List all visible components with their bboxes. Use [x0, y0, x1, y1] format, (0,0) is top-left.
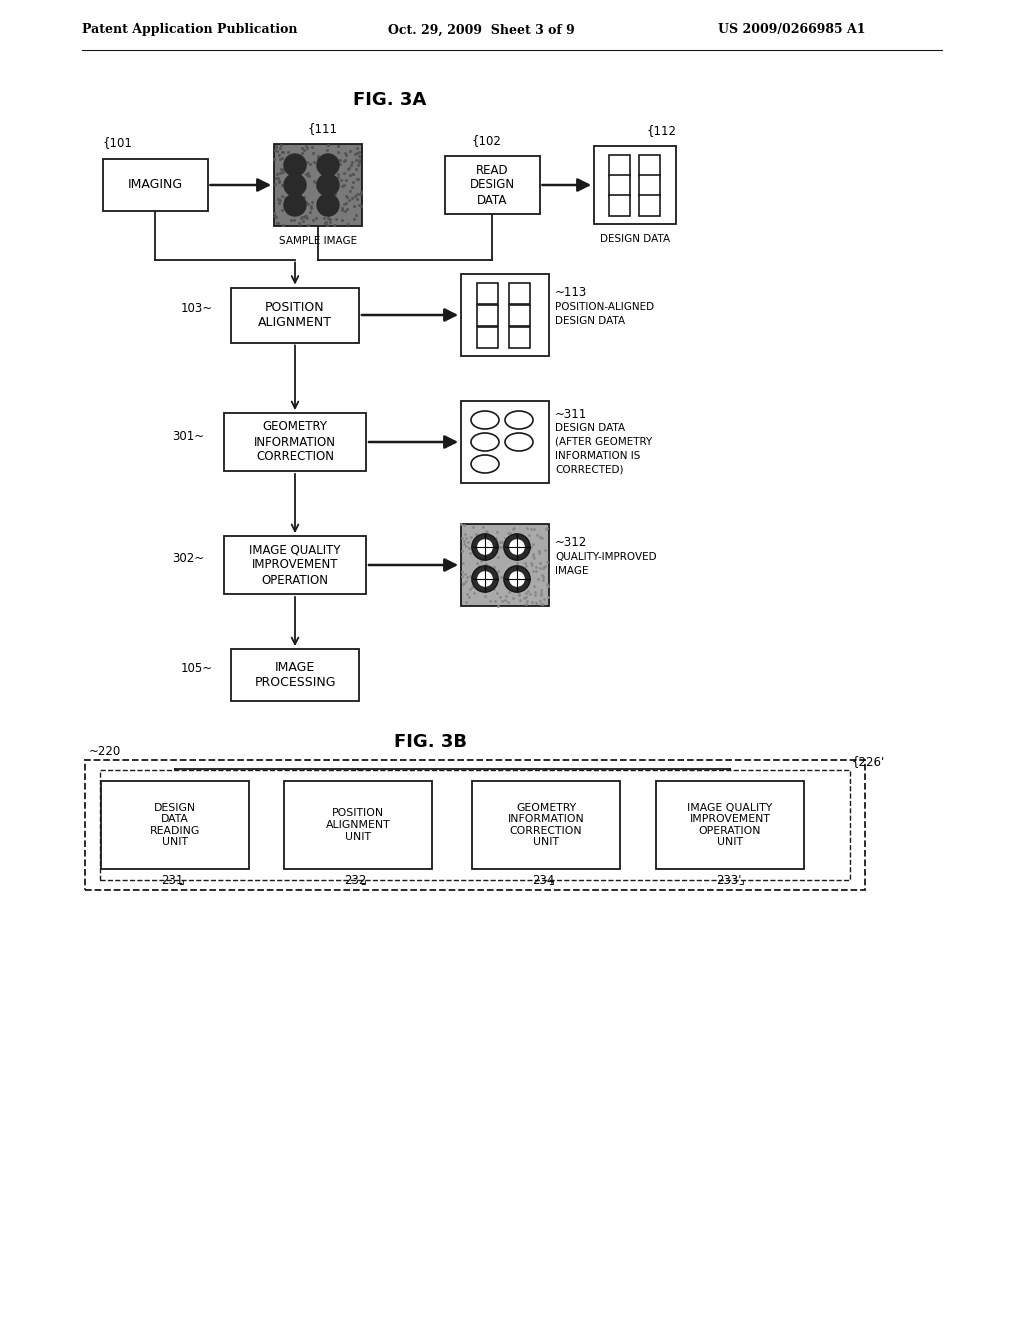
Bar — [100, 770, 850, 880]
Circle shape — [317, 174, 339, 195]
Ellipse shape — [471, 433, 499, 451]
Text: READ
DESIGN
DATA: READ DESIGN DATA — [469, 164, 515, 206]
Circle shape — [504, 566, 530, 591]
Bar — [231, 649, 359, 701]
Bar — [461, 524, 549, 606]
Text: 234: 234 — [532, 874, 554, 887]
Text: ~312: ~312 — [555, 536, 587, 549]
Text: $\lrcorner$: $\lrcorner$ — [360, 874, 368, 887]
Text: US 2009/0266985 A1: US 2009/0266985 A1 — [718, 24, 865, 37]
Text: {102: {102 — [472, 135, 502, 148]
Text: GEOMETRY
INFORMATION
CORRECTION
UNIT: GEOMETRY INFORMATION CORRECTION UNIT — [508, 803, 585, 847]
Bar — [274, 144, 362, 226]
Text: POSITION
ALIGNMENT: POSITION ALIGNMENT — [258, 301, 332, 329]
Text: DESIGN DATA: DESIGN DATA — [600, 234, 670, 244]
Text: ~220: ~220 — [89, 744, 121, 758]
Text: POSITION
ALIGNMENT
UNIT: POSITION ALIGNMENT UNIT — [326, 808, 390, 842]
Bar — [594, 147, 676, 224]
Text: IMAGE
PROCESSING: IMAGE PROCESSING — [254, 661, 336, 689]
Text: INFORMATION IS: INFORMATION IS — [555, 451, 640, 461]
Text: IMAGE QUALITY
IMPROVEMENT
OPERATION
UNIT: IMAGE QUALITY IMPROVEMENT OPERATION UNIT — [687, 803, 773, 847]
Text: FIG. 3B: FIG. 3B — [393, 733, 467, 751]
Text: IMAGE: IMAGE — [555, 566, 589, 576]
Text: IMAGE QUALITY
IMPROVEMENT
OPERATION: IMAGE QUALITY IMPROVEMENT OPERATION — [249, 544, 341, 586]
Text: {111: {111 — [308, 123, 338, 136]
Bar — [284, 781, 432, 869]
Ellipse shape — [505, 433, 534, 451]
Text: 232: 232 — [344, 874, 367, 887]
Circle shape — [510, 572, 524, 586]
Circle shape — [284, 154, 306, 176]
Text: {101: {101 — [103, 136, 133, 149]
Circle shape — [284, 174, 306, 195]
Text: 301~: 301~ — [172, 429, 204, 442]
Bar — [656, 781, 804, 869]
Text: Oct. 29, 2009  Sheet 3 of 9: Oct. 29, 2009 Sheet 3 of 9 — [388, 24, 574, 37]
Text: {226': {226' — [852, 755, 886, 768]
Bar — [461, 401, 549, 483]
Circle shape — [510, 540, 524, 554]
Bar — [608, 174, 630, 195]
Text: 302~: 302~ — [172, 553, 204, 565]
Text: 103~: 103~ — [181, 302, 213, 315]
Text: 233': 233' — [716, 874, 741, 887]
Bar — [101, 781, 249, 869]
Circle shape — [472, 566, 498, 591]
Ellipse shape — [505, 411, 534, 429]
Text: QUALITY-IMPROVED: QUALITY-IMPROVED — [555, 552, 656, 562]
Bar — [509, 326, 529, 347]
Circle shape — [478, 540, 493, 554]
Text: (AFTER GEOMETRY: (AFTER GEOMETRY — [555, 437, 652, 447]
Bar — [608, 194, 630, 215]
Bar — [472, 781, 620, 869]
Bar — [608, 154, 630, 176]
Bar — [231, 288, 359, 342]
Bar — [224, 536, 366, 594]
Text: $\lrcorner$: $\lrcorner$ — [177, 874, 184, 887]
Text: Patent Application Publication: Patent Application Publication — [82, 24, 298, 37]
Bar — [476, 326, 498, 347]
Bar — [639, 174, 659, 195]
Text: {112: {112 — [647, 124, 677, 137]
Text: FIG. 3A: FIG. 3A — [353, 91, 427, 110]
Text: DESIGN
DATA
READING
UNIT: DESIGN DATA READING UNIT — [150, 803, 200, 847]
Circle shape — [317, 154, 339, 176]
Ellipse shape — [471, 411, 499, 429]
Bar — [476, 305, 498, 326]
Text: 231: 231 — [161, 874, 183, 887]
Bar — [102, 158, 208, 211]
Text: IMAGING: IMAGING — [127, 178, 182, 191]
Bar — [509, 305, 529, 326]
Bar — [509, 282, 529, 304]
Bar — [461, 275, 549, 356]
Text: POSITION-ALIGNED: POSITION-ALIGNED — [555, 302, 654, 312]
Text: DESIGN DATA: DESIGN DATA — [555, 422, 625, 433]
Text: $\lrcorner$: $\lrcorner$ — [549, 874, 555, 887]
Text: ~311: ~311 — [555, 408, 587, 421]
Bar — [639, 154, 659, 176]
Bar — [85, 760, 865, 890]
Text: $\lrcorner$: $\lrcorner$ — [738, 874, 744, 887]
Text: GEOMETRY
INFORMATION
CORRECTION: GEOMETRY INFORMATION CORRECTION — [254, 421, 336, 463]
Circle shape — [284, 194, 306, 216]
Ellipse shape — [471, 455, 499, 473]
Text: 105~: 105~ — [181, 663, 213, 676]
Bar — [476, 282, 498, 304]
Bar — [444, 156, 540, 214]
Text: DESIGN DATA: DESIGN DATA — [555, 315, 625, 326]
Circle shape — [478, 572, 493, 586]
Text: ~113: ~113 — [555, 286, 587, 300]
Text: CORRECTED): CORRECTED) — [555, 465, 624, 475]
Circle shape — [317, 194, 339, 216]
Circle shape — [504, 535, 530, 560]
Text: SAMPLE IMAGE: SAMPLE IMAGE — [279, 236, 357, 246]
Circle shape — [472, 535, 498, 560]
Bar — [639, 194, 659, 215]
Bar — [224, 413, 366, 471]
